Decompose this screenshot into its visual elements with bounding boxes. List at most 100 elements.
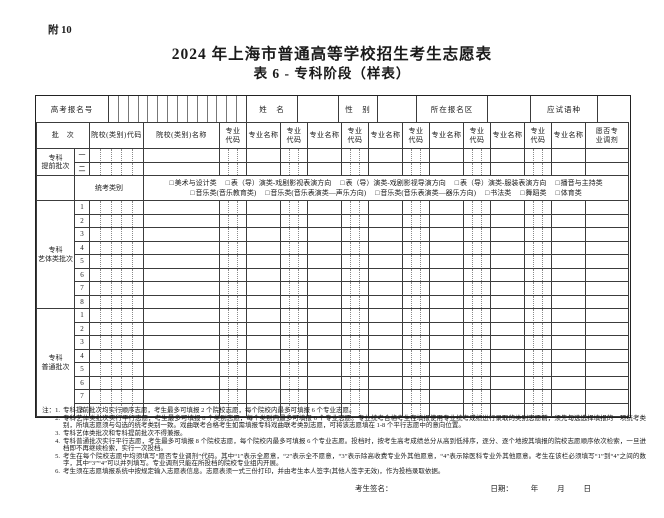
prof-code-digit[interactable] <box>359 162 368 175</box>
prof-code-digit[interactable] <box>359 228 368 241</box>
prof-code-digit[interactable] <box>533 241 542 254</box>
inst-code-digit[interactable] <box>121 309 132 322</box>
inst-name-cell[interactable] <box>143 267 220 282</box>
prof-code-digit[interactable] <box>289 214 298 227</box>
prof-code-cell[interactable] <box>524 308 552 323</box>
prof-name-cell[interactable] <box>307 267 342 282</box>
prof-code-digit[interactable] <box>237 336 246 349</box>
prof-name-cell[interactable] <box>429 161 464 176</box>
inst-code-digit[interactable] <box>121 201 132 214</box>
inst-code-cell[interactable] <box>89 294 144 309</box>
prof-code-digit[interactable] <box>237 309 246 322</box>
prof-name-cell[interactable] <box>368 335 403 350</box>
prof-code-cell[interactable] <box>524 254 552 269</box>
prof-code-cell[interactable] <box>280 389 308 404</box>
prof-code-digit[interactable] <box>404 377 412 389</box>
prof-code-digit[interactable] <box>343 390 351 402</box>
prof-code-digit[interactable] <box>542 376 551 389</box>
prof-code-cell[interactable] <box>524 294 552 309</box>
prof-code-digit[interactable] <box>221 255 229 267</box>
inst-code-digit[interactable] <box>132 201 142 214</box>
prof-code-digit[interactable] <box>472 201 481 214</box>
inst-name-cell[interactable] <box>143 308 220 323</box>
prof-code-digit[interactable] <box>343 242 351 254</box>
exam-id-digit-cell[interactable] <box>196 96 207 122</box>
inst-code-digit[interactable] <box>110 309 122 322</box>
prof-name-cell[interactable] <box>551 294 586 309</box>
prof-code-digit[interactable] <box>526 282 534 294</box>
inst-code-digit[interactable] <box>121 349 132 362</box>
prof-code-digit[interactable] <box>289 255 298 268</box>
prof-code-digit[interactable] <box>237 162 246 175</box>
prof-name-cell[interactable] <box>246 308 281 323</box>
prof-code-digit[interactable] <box>228 268 237 281</box>
prof-code-cell[interactable] <box>341 267 369 282</box>
inst-code-digit[interactable] <box>110 149 122 162</box>
prof-code-digit[interactable] <box>343 309 351 321</box>
prof-name-cell[interactable] <box>246 227 281 242</box>
prof-name-cell[interactable] <box>551 362 586 377</box>
prof-code-digit[interactable] <box>411 349 420 362</box>
prof-code-digit[interactable] <box>289 241 298 254</box>
prof-name-cell[interactable] <box>246 281 281 296</box>
prof-code-cell[interactable] <box>341 375 369 390</box>
inst-code-cell[interactable] <box>89 148 144 163</box>
prof-code-cell[interactable] <box>524 281 552 296</box>
prof-code-digit[interactable] <box>411 376 420 389</box>
prof-code-cell[interactable] <box>219 294 247 309</box>
prof-code-digit[interactable] <box>533 162 542 175</box>
adjust-cell[interactable] <box>585 308 629 323</box>
prof-code-digit[interactable] <box>228 390 237 403</box>
prof-code-digit[interactable] <box>533 255 542 268</box>
inst-code-digit[interactable] <box>99 268 111 281</box>
prof-code-cell[interactable] <box>463 213 491 228</box>
prof-code-digit[interactable] <box>350 363 359 376</box>
prof-code-cell[interactable] <box>402 213 430 228</box>
inst-code-digit[interactable] <box>121 376 132 389</box>
prof-code-digit[interactable] <box>343 228 351 240</box>
prof-code-digit[interactable] <box>221 336 229 348</box>
prof-code-digit[interactable] <box>411 241 420 254</box>
inst-code-digit[interactable] <box>132 268 142 281</box>
prof-code-digit[interactable] <box>221 323 229 335</box>
adjust-cell[interactable] <box>585 254 629 269</box>
prof-code-digit[interactable] <box>298 403 307 416</box>
exam-id-digit-cell[interactable] <box>147 96 157 122</box>
prof-code-digit[interactable] <box>282 336 290 348</box>
prof-name-cell[interactable] <box>490 148 525 163</box>
inst-code-digit[interactable] <box>91 255 100 267</box>
prof-code-cell[interactable] <box>463 321 491 336</box>
prof-code-digit[interactable] <box>359 241 368 254</box>
prof-code-digit[interactable] <box>465 336 473 348</box>
prof-code-digit[interactable] <box>221 350 229 362</box>
prof-code-digit[interactable] <box>472 241 481 254</box>
prof-code-digit[interactable] <box>526 255 534 267</box>
prof-name-cell[interactable] <box>246 240 281 255</box>
prof-code-digit[interactable] <box>542 322 551 335</box>
prof-name-cell[interactable] <box>368 389 403 404</box>
prof-name-cell[interactable] <box>490 281 525 296</box>
prof-code-digit[interactable] <box>298 228 307 241</box>
prof-code-cell[interactable] <box>219 200 247 215</box>
prof-code-digit[interactable] <box>289 363 298 376</box>
prof-code-digit[interactable] <box>350 309 359 322</box>
inst-code-digit[interactable] <box>91 215 100 227</box>
prof-code-digit[interactable] <box>343 215 351 227</box>
adjust-cell[interactable] <box>585 335 629 350</box>
prof-code-cell[interactable] <box>280 348 308 363</box>
prof-code-digit[interactable] <box>481 336 490 349</box>
prof-code-digit[interactable] <box>359 295 368 308</box>
prof-code-digit[interactable] <box>359 390 368 403</box>
exam-category-option[interactable]: □ 音乐类(音乐表演类—器乐方向) <box>375 188 476 199</box>
prof-code-digit[interactable] <box>533 403 542 416</box>
district-input-cell[interactable] <box>488 96 531 122</box>
prof-name-cell[interactable] <box>551 321 586 336</box>
prof-code-cell[interactable] <box>219 362 247 377</box>
prof-code-cell[interactable] <box>280 200 308 215</box>
prof-code-digit[interactable] <box>228 349 237 362</box>
inst-code-digit[interactable] <box>91 296 100 308</box>
prof-code-digit[interactable] <box>411 309 420 322</box>
prof-code-digit[interactable] <box>350 349 359 362</box>
prof-code-digit[interactable] <box>481 268 490 281</box>
prof-name-cell[interactable] <box>307 148 342 163</box>
